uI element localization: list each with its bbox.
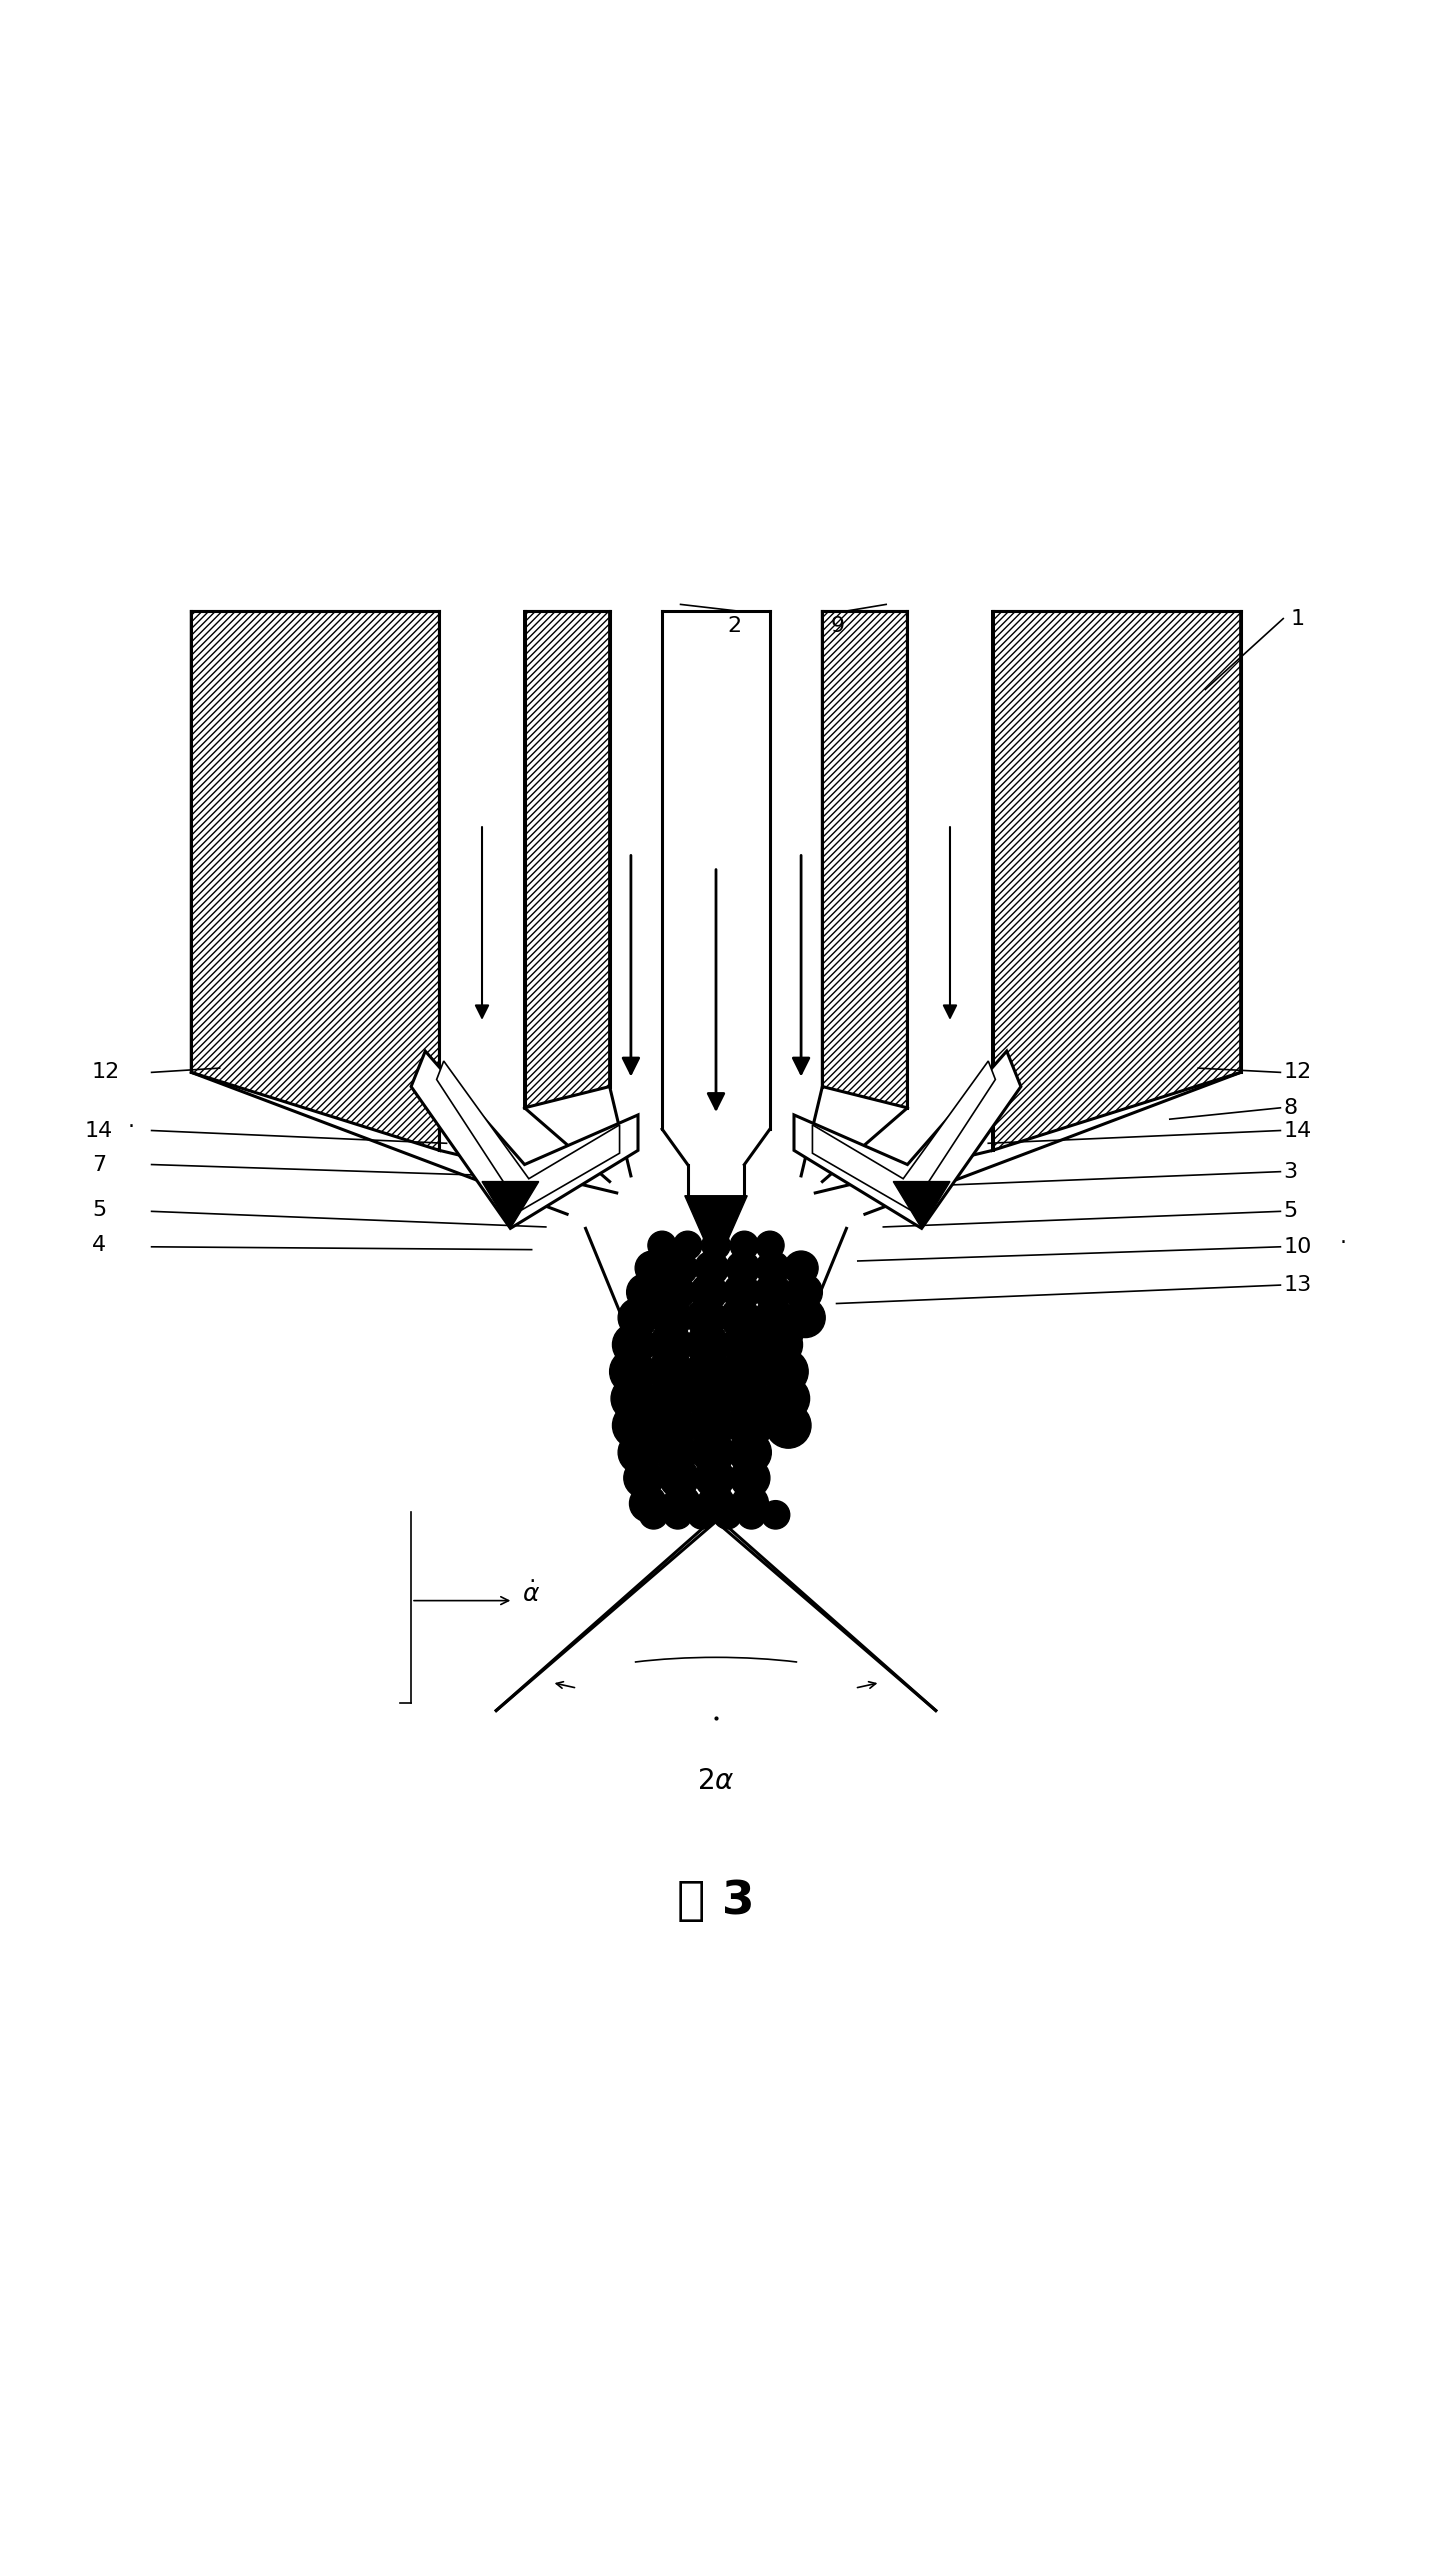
Circle shape bbox=[755, 1273, 790, 1311]
Text: .: . bbox=[1340, 1227, 1348, 1247]
Circle shape bbox=[786, 1298, 825, 1337]
Text: .: . bbox=[127, 1109, 135, 1130]
Text: 5: 5 bbox=[92, 1199, 106, 1219]
Text: 5: 5 bbox=[1283, 1201, 1297, 1222]
Text: 9: 9 bbox=[831, 616, 845, 636]
Circle shape bbox=[737, 1500, 766, 1528]
Circle shape bbox=[611, 1375, 656, 1421]
Circle shape bbox=[732, 1485, 769, 1521]
Circle shape bbox=[654, 1431, 697, 1475]
Polygon shape bbox=[192, 611, 440, 1150]
Circle shape bbox=[730, 1232, 759, 1260]
Polygon shape bbox=[822, 611, 908, 1107]
Circle shape bbox=[695, 1457, 735, 1498]
Circle shape bbox=[785, 1250, 818, 1286]
Polygon shape bbox=[793, 1051, 1021, 1229]
Text: 10: 10 bbox=[1283, 1237, 1312, 1258]
Text: 14: 14 bbox=[84, 1120, 113, 1140]
Polygon shape bbox=[894, 1181, 949, 1229]
Circle shape bbox=[726, 1250, 760, 1286]
Circle shape bbox=[659, 1457, 699, 1498]
Text: 12: 12 bbox=[92, 1063, 120, 1081]
Circle shape bbox=[686, 1324, 729, 1365]
Circle shape bbox=[713, 1500, 742, 1528]
Circle shape bbox=[663, 1485, 700, 1521]
Circle shape bbox=[630, 1485, 666, 1521]
Text: 4: 4 bbox=[92, 1235, 106, 1255]
Circle shape bbox=[636, 1250, 669, 1286]
Circle shape bbox=[695, 1250, 729, 1286]
Text: 7: 7 bbox=[92, 1155, 106, 1176]
Circle shape bbox=[760, 1324, 802, 1365]
Circle shape bbox=[727, 1403, 773, 1449]
Circle shape bbox=[723, 1273, 760, 1311]
Circle shape bbox=[730, 1457, 770, 1498]
Circle shape bbox=[663, 1500, 692, 1528]
Circle shape bbox=[692, 1431, 735, 1475]
Circle shape bbox=[613, 1403, 657, 1449]
Circle shape bbox=[697, 1485, 735, 1521]
Circle shape bbox=[756, 1232, 785, 1260]
Circle shape bbox=[649, 1375, 695, 1421]
Text: 图 3: 图 3 bbox=[677, 1879, 755, 1925]
Circle shape bbox=[726, 1375, 772, 1421]
Text: 1: 1 bbox=[1290, 608, 1305, 629]
Circle shape bbox=[690, 1273, 727, 1311]
Circle shape bbox=[647, 1350, 693, 1393]
Circle shape bbox=[686, 1298, 726, 1337]
Circle shape bbox=[689, 1403, 735, 1449]
Circle shape bbox=[619, 1298, 657, 1337]
Circle shape bbox=[663, 1250, 697, 1286]
Circle shape bbox=[649, 1324, 692, 1365]
Polygon shape bbox=[524, 611, 610, 1107]
Text: 12: 12 bbox=[1283, 1063, 1312, 1081]
Text: $2\alpha$: $2\alpha$ bbox=[697, 1766, 735, 1794]
Circle shape bbox=[627, 1273, 663, 1311]
Text: 13: 13 bbox=[1283, 1275, 1312, 1296]
Circle shape bbox=[657, 1273, 695, 1311]
Text: 2: 2 bbox=[727, 616, 742, 636]
Circle shape bbox=[619, 1431, 660, 1475]
Circle shape bbox=[755, 1298, 793, 1337]
Circle shape bbox=[702, 1232, 730, 1260]
Circle shape bbox=[763, 1350, 808, 1393]
Circle shape bbox=[725, 1350, 770, 1393]
Text: $\dot{\alpha}$: $\dot{\alpha}$ bbox=[521, 1580, 540, 1608]
Polygon shape bbox=[437, 1061, 620, 1209]
Text: 3: 3 bbox=[1283, 1160, 1297, 1181]
Circle shape bbox=[650, 1403, 696, 1449]
Circle shape bbox=[762, 1500, 789, 1528]
Circle shape bbox=[765, 1375, 809, 1421]
Polygon shape bbox=[411, 1051, 639, 1229]
Text: 14: 14 bbox=[1283, 1120, 1312, 1140]
Circle shape bbox=[766, 1403, 811, 1449]
Polygon shape bbox=[684, 1196, 748, 1268]
Circle shape bbox=[686, 1350, 732, 1393]
Circle shape bbox=[786, 1273, 822, 1311]
Circle shape bbox=[720, 1298, 760, 1337]
Polygon shape bbox=[992, 611, 1240, 1150]
Circle shape bbox=[610, 1350, 654, 1393]
Circle shape bbox=[624, 1457, 663, 1498]
Circle shape bbox=[729, 1431, 772, 1475]
Circle shape bbox=[687, 1500, 716, 1528]
Circle shape bbox=[613, 1324, 654, 1365]
Circle shape bbox=[652, 1298, 692, 1337]
Circle shape bbox=[687, 1375, 733, 1421]
Polygon shape bbox=[812, 1061, 995, 1209]
Circle shape bbox=[640, 1500, 667, 1528]
Polygon shape bbox=[483, 1181, 538, 1229]
Circle shape bbox=[756, 1250, 789, 1286]
Circle shape bbox=[723, 1324, 766, 1365]
Circle shape bbox=[647, 1232, 676, 1260]
Text: 8: 8 bbox=[1283, 1099, 1297, 1117]
Circle shape bbox=[673, 1232, 702, 1260]
